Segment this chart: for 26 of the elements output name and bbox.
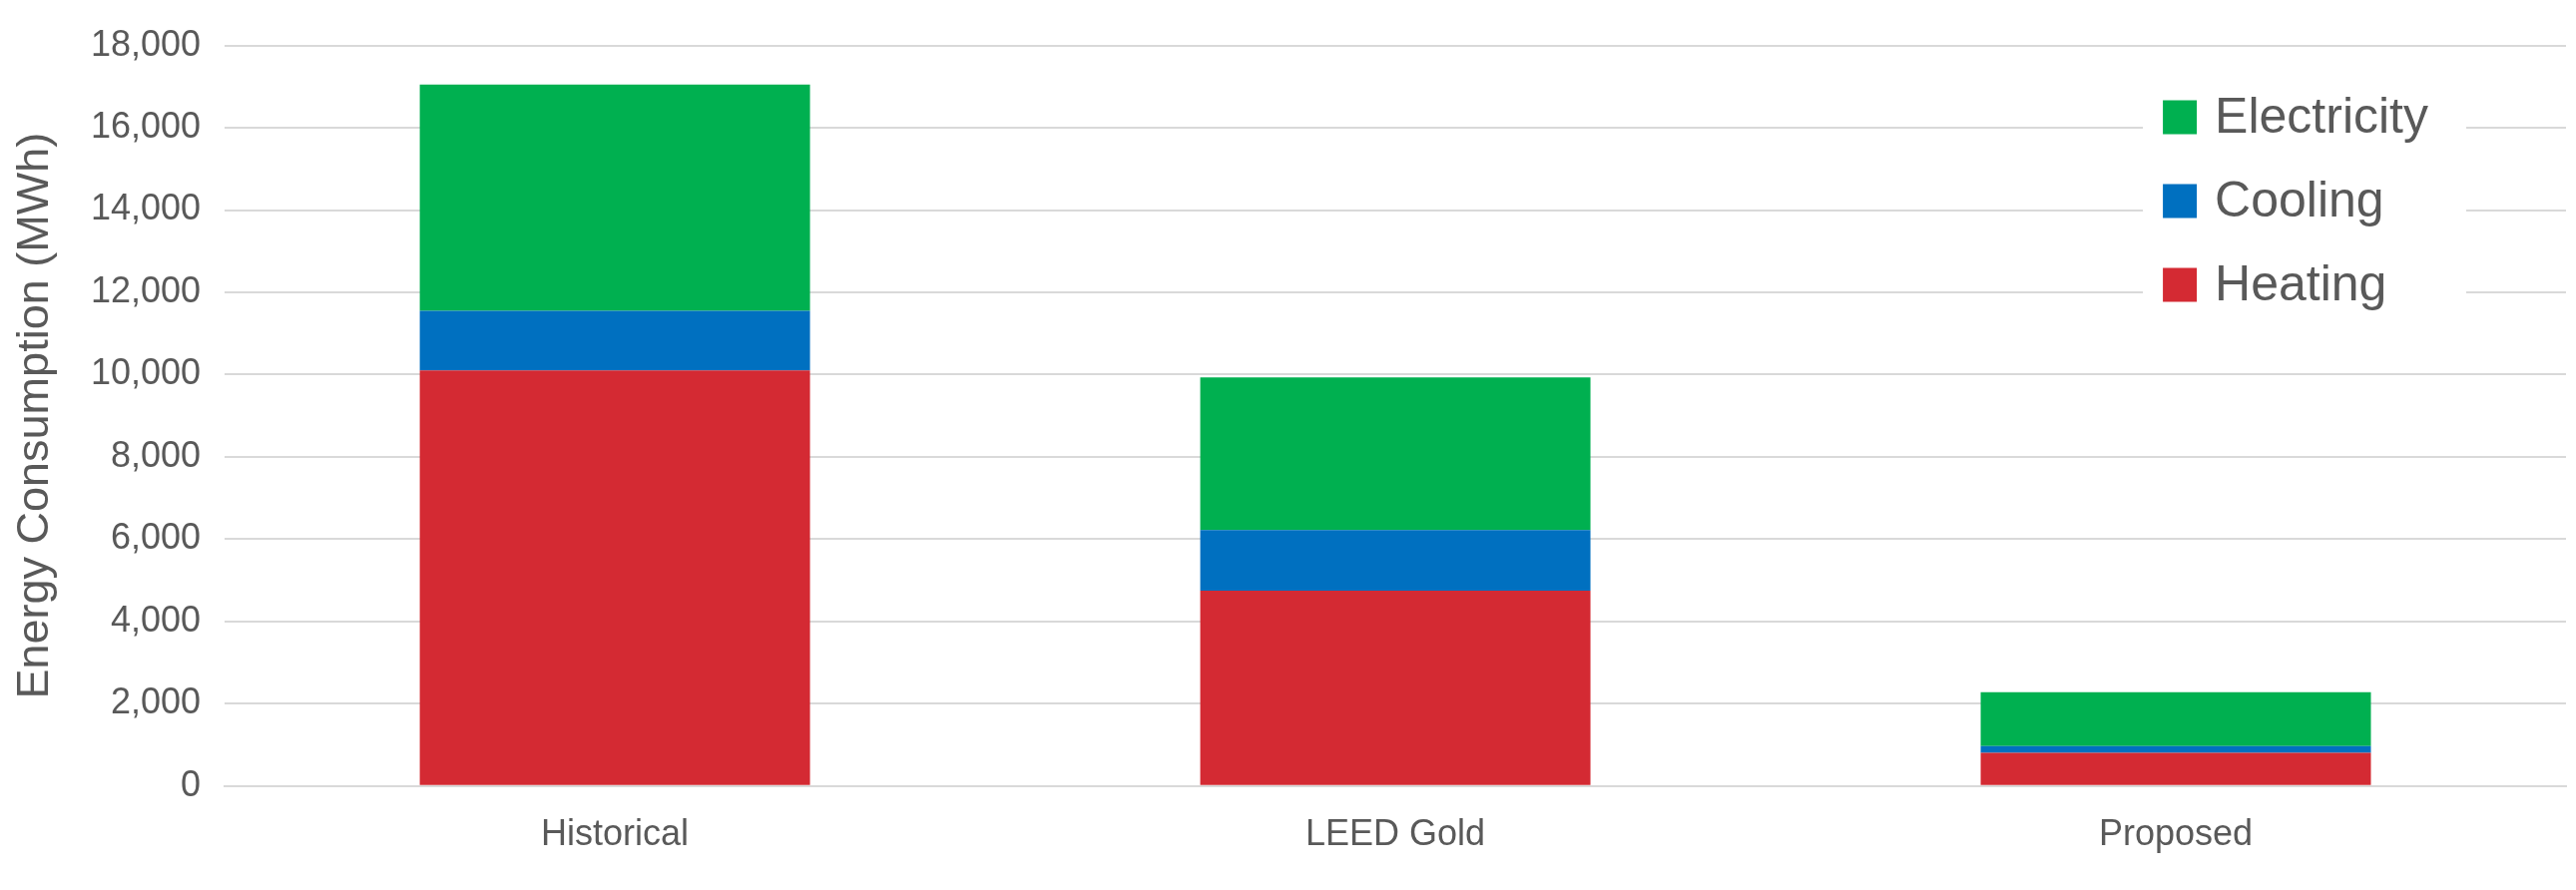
y-tick-label: 14,000 xyxy=(91,187,202,228)
bar xyxy=(1980,745,2371,753)
y-axis-title: Energy Consumption (MWh) xyxy=(7,132,59,699)
legend-label: Electricity xyxy=(2215,88,2429,145)
bar xyxy=(419,370,810,785)
bar xyxy=(419,84,810,311)
x-tick-label: LEED Gold xyxy=(1305,812,1486,854)
bar xyxy=(419,310,810,371)
y-tick-label: 6,000 xyxy=(111,516,202,558)
bar xyxy=(1200,590,1591,785)
y-tick-label: 4,000 xyxy=(111,598,202,640)
x-tick-label: Historical xyxy=(541,812,690,854)
legend-label: Heating xyxy=(2215,255,2387,312)
y-tick-label: 12,000 xyxy=(91,268,202,310)
y-tick-label: 18,000 xyxy=(91,22,202,64)
legend-label: Cooling xyxy=(2215,172,2384,228)
y-tick-label: 10,000 xyxy=(91,351,202,393)
bar xyxy=(1200,377,1591,531)
y-tick-label: 2,000 xyxy=(111,680,202,722)
bar xyxy=(1980,752,2371,785)
bar xyxy=(1980,691,2371,746)
y-tick-label: 8,000 xyxy=(111,433,202,475)
y-tick-label: 16,000 xyxy=(91,104,202,146)
x-tick-label: Proposed xyxy=(2098,812,2254,854)
y-tick-label: 0 xyxy=(181,762,202,804)
bar xyxy=(1200,530,1591,591)
